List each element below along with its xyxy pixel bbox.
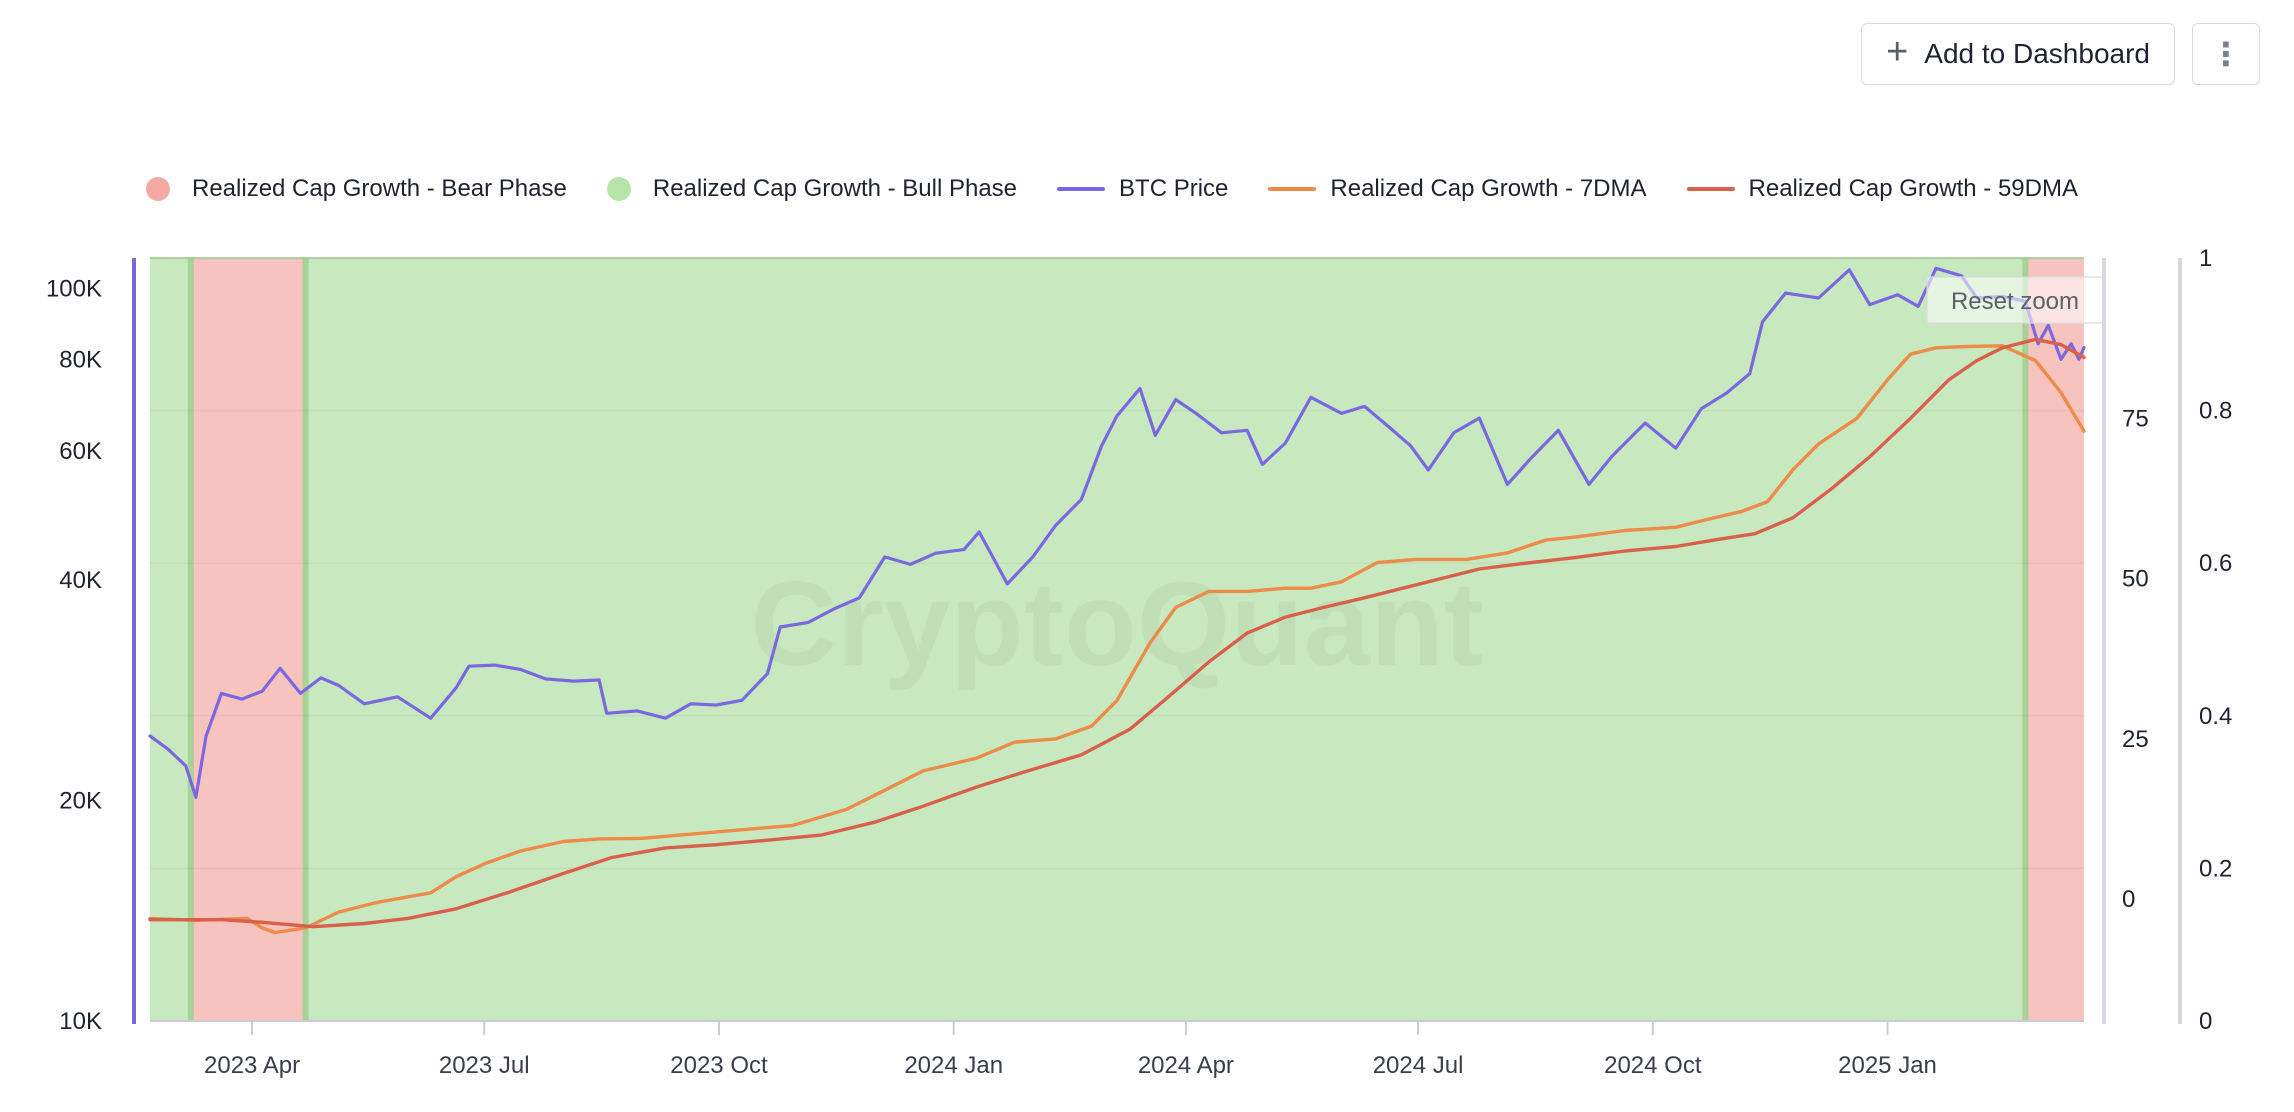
legend-swatch [606, 177, 631, 201]
y-mid-tick-label: 0 [2122, 886, 2135, 913]
y-mid-tick-label: 50 [2122, 566, 2149, 593]
y-right-tick-label: 0.8 [2199, 398, 2232, 425]
more-options-button[interactable]: ⋮ [2192, 23, 2260, 85]
legend-label: Realized Cap Growth - Bull Phase [652, 175, 1018, 202]
plus-icon: + [1886, 31, 1909, 73]
phase-boundary [187, 258, 194, 1021]
y-left-tick-label: 60K [59, 438, 102, 465]
phase-band-bear [190, 258, 306, 1021]
legend-item-realized-cap-growth-bull-phase[interactable]: Realized Cap Growth - Bull Phase [606, 175, 1018, 203]
legend-swatch [1057, 187, 1106, 191]
legend-swatch [1686, 187, 1735, 191]
add-to-dashboard-button[interactable]: + Add to Dashboard [1861, 23, 2175, 85]
y-left-tick-label: 10K [59, 1008, 102, 1035]
x-tick-label: 2023 Apr [204, 1052, 300, 1079]
y-left-tick-label: 40K [59, 567, 102, 594]
toolbar: + Add to Dashboard ⋮ [1861, 23, 2260, 85]
legend-item-realized-cap-growth-59dma[interactable]: Realized Cap Growth - 59DMA [1686, 175, 2078, 203]
phase-boundary [302, 258, 309, 1021]
legend-swatch [146, 177, 170, 201]
legend-item-realized-cap-growth-7dma[interactable]: Realized Cap Growth - 7DMA [1268, 175, 1647, 203]
y-left-tick-label: 20K [59, 787, 102, 814]
legend-label: BTC Price [1119, 175, 1229, 202]
phase-boundary [2022, 258, 2029, 1021]
y-right-tick-label: 1 [2199, 245, 2212, 272]
vertical-dots-icon: ⋮ [2210, 36, 2242, 72]
phase-band-bull [305, 258, 2026, 1021]
y-right-tick-label: 0.2 [2199, 855, 2232, 882]
x-tick-label: 2024 Apr [1138, 1052, 1234, 1079]
legend-label: Realized Cap Growth - Bear Phase [192, 175, 567, 202]
reset-zoom-label: Reset zoom [1951, 288, 2079, 315]
y-mid-tick-label: 75 [2122, 405, 2149, 432]
x-tick-label: 2024 Jan [904, 1052, 1003, 1079]
x-tick-label: 2025 Jan [1838, 1052, 1937, 1079]
series-line-btc-price [148, 266, 2086, 799]
legend-swatch [1268, 187, 1317, 191]
y-left-tick-label: 100K [46, 275, 102, 302]
watermark: CryptoQuant [750, 557, 1483, 691]
phase-band-bear [2025, 258, 2084, 1021]
legend-label: Realized Cap Growth - 59DMA [1748, 175, 2078, 202]
y-left-tick-label: 80K [59, 346, 102, 373]
series-line-realized-cap-growth-59dma [148, 337, 2086, 929]
legend-item-btc-price[interactable]: BTC Price [1057, 175, 1228, 203]
y-right-tick-label: 0.4 [2199, 703, 2232, 730]
legend-item-realized-cap-growth-bear-phase[interactable]: Realized Cap Growth - Bear Phase [146, 175, 567, 203]
x-tick-label: 2024 Jul [1373, 1052, 1464, 1079]
x-tick-label: 2023 Oct [670, 1052, 768, 1079]
chart-legend: Realized Cap Growth - Bear Phase Realized… [146, 175, 2118, 203]
phase-band-bull [150, 258, 191, 1021]
y-right-tick-label: 0 [2199, 1008, 2212, 1035]
legend-label: Realized Cap Growth - 7DMA [1330, 175, 1647, 202]
y-right-tick-label: 0.6 [2199, 550, 2232, 577]
reset-zoom-button[interactable]: Reset zoom [1926, 276, 2104, 324]
series-line-realized-cap-growth-7dma [148, 344, 2086, 935]
y-mid-tick-label: 25 [2122, 726, 2149, 753]
add-to-dashboard-label: Add to Dashboard [1924, 38, 2150, 69]
x-tick-label: 2023 Jul [439, 1052, 530, 1079]
x-tick-label: 2024 Oct [1604, 1052, 1702, 1079]
